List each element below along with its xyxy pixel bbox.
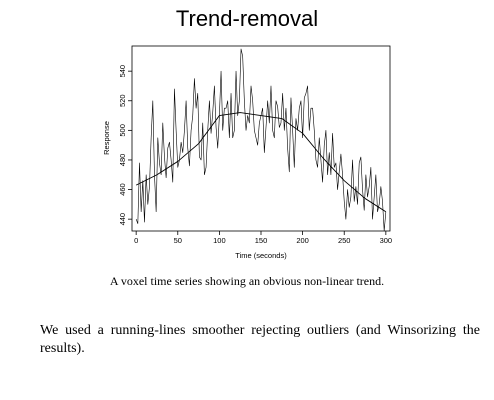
y-axis-title: Response xyxy=(102,121,111,155)
chart-axes: 0 50 100 150 200 250 300 440 460 480 500 520 540 xyxy=(118,65,392,245)
x-tick-label: 50 xyxy=(174,236,182,245)
x-tick-label: 250 xyxy=(338,236,351,245)
y-tick-label: 540 xyxy=(118,65,127,78)
y-tick-label: 480 xyxy=(118,154,127,167)
time-series-chart: 0 50 100 150 200 250 300 440 460 480 500 520 540 Tim… xyxy=(102,45,392,260)
figure-caption: A voxel time series showing an obvious n… xyxy=(109,274,385,288)
chart-marks xyxy=(135,48,387,232)
slide-title: Trend-removal xyxy=(175,6,319,31)
series-line-raw xyxy=(135,48,387,232)
x-tick-label: 300 xyxy=(380,236,393,245)
plot-frame xyxy=(131,45,391,232)
y-tick-label: 520 xyxy=(118,95,127,108)
y-tick-label: 500 xyxy=(118,124,127,137)
x-tick-label: 100 xyxy=(213,236,226,245)
x-axis-title: Time (seconds) xyxy=(235,251,287,260)
body-text: We used a running-lines smoother rejecti… xyxy=(40,323,480,356)
x-tick-label: 150 xyxy=(255,236,268,245)
y-tick-label: 440 xyxy=(118,213,127,226)
x-tick-label: 200 xyxy=(296,236,309,245)
x-tick-label: 0 xyxy=(134,236,138,245)
series-line-trend xyxy=(135,112,387,213)
y-tick-label: 460 xyxy=(118,183,127,196)
